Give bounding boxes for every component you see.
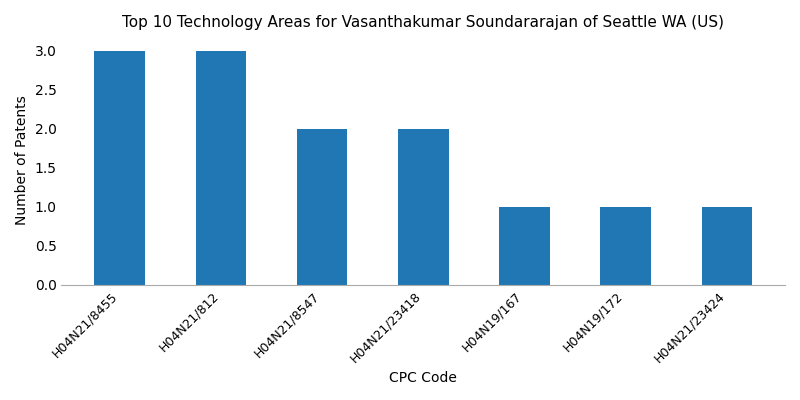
Bar (499, 207, 550, 285)
Bar (297, 129, 347, 285)
X-axis label: CPC Code: CPC Code (390, 371, 457, 385)
Bar (195, 51, 246, 285)
Bar (94, 51, 145, 285)
Y-axis label: Number of Patents: Number of Patents (15, 95, 29, 225)
Bar (398, 129, 449, 285)
Title: Top 10 Technology Areas for Vasanthakumar Soundararajan of Seattle WA (US): Top 10 Technology Areas for Vasanthakuma… (122, 15, 724, 30)
Bar (702, 207, 752, 285)
Bar (600, 207, 651, 285)
